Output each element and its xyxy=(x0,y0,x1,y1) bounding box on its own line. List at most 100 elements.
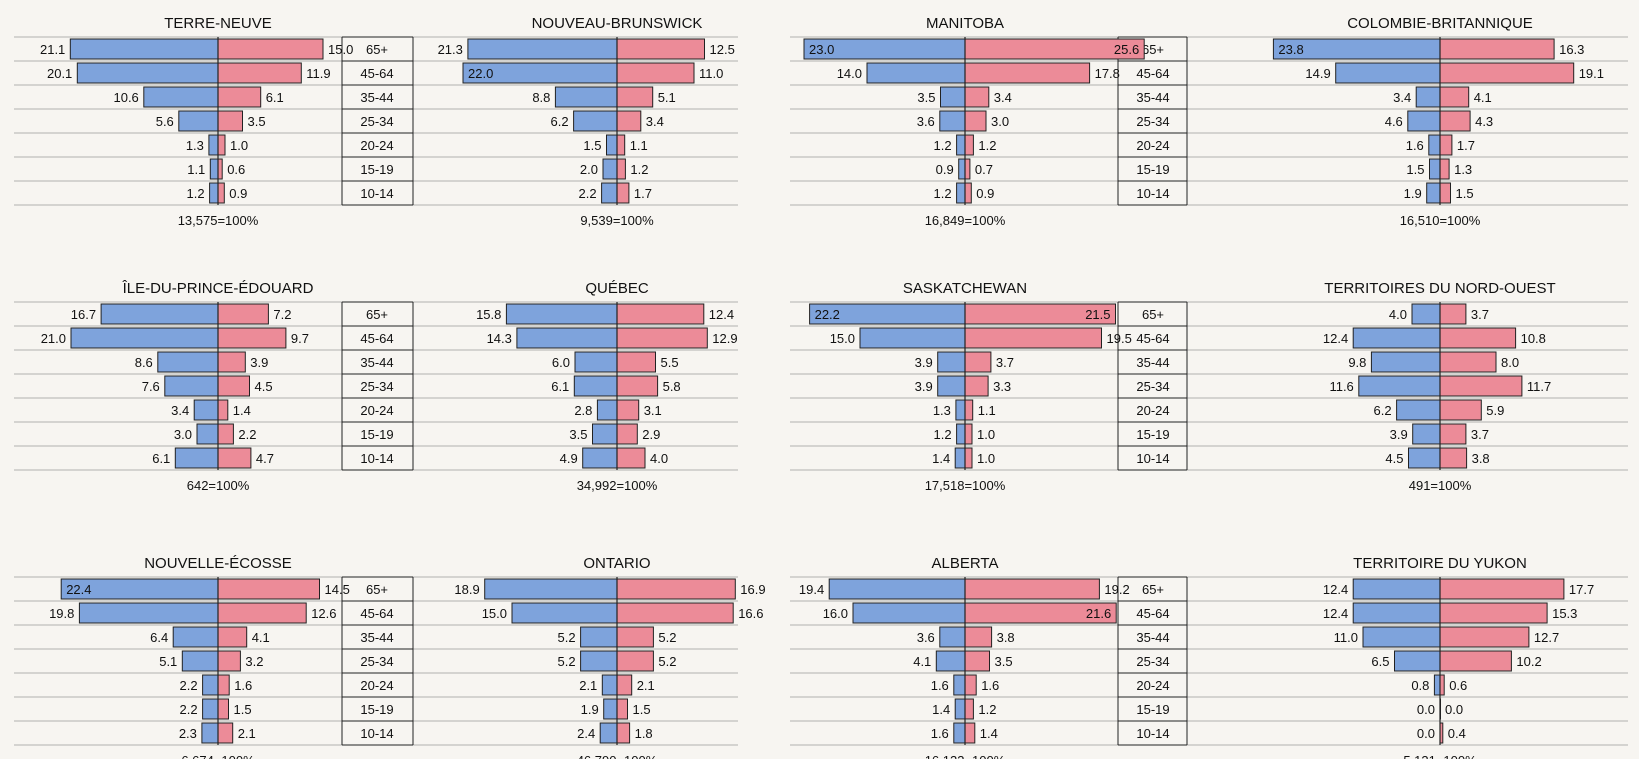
left-bar xyxy=(164,375,219,397)
right-bar xyxy=(217,86,262,108)
right-bar xyxy=(616,674,633,696)
left-bar xyxy=(580,626,618,648)
right-value-label: 4.1 xyxy=(252,630,270,645)
right-value-label: 2.9 xyxy=(642,427,660,442)
right-value-label: 19.5 xyxy=(1107,331,1132,346)
panel-title: TERRITOIRE DU YUKON xyxy=(1353,555,1527,572)
right-value-label: 4.7 xyxy=(256,451,274,466)
age-label: 20-24 xyxy=(360,403,393,418)
age-label: 10-14 xyxy=(1136,186,1169,201)
panel-total: 17,518=100% xyxy=(925,478,1006,493)
left-value-label: 5.6 xyxy=(156,114,174,129)
panel-title: MANITOBA xyxy=(926,15,1004,32)
right-bar xyxy=(616,578,736,600)
left-value-label: 4.1 xyxy=(913,654,931,669)
right-bar xyxy=(964,722,976,744)
left-bar xyxy=(1433,674,1441,696)
left-bar xyxy=(1352,327,1441,349)
left-value-label: 12.4 xyxy=(1323,606,1348,621)
right-bar xyxy=(616,626,654,648)
left-bar xyxy=(511,602,618,624)
left-bar xyxy=(181,650,219,672)
right-value-label: 0.4 xyxy=(1448,726,1466,741)
left-value-label: 6.2 xyxy=(1374,403,1392,418)
right-value-label: 3.4 xyxy=(994,90,1012,105)
age-label: 45-64 xyxy=(1136,606,1169,621)
right-value-label: 1.7 xyxy=(1457,138,1475,153)
left-bar xyxy=(859,327,966,349)
right-bar xyxy=(964,110,987,132)
left-bar xyxy=(828,578,966,600)
right-value-label: 1.8 xyxy=(635,726,653,741)
panel-title: COLOMBIE-BRITANNIQUE xyxy=(1347,15,1533,32)
left-bar xyxy=(599,722,618,744)
right-bar xyxy=(964,447,973,469)
left-bar xyxy=(866,62,966,84)
age-label: 35-44 xyxy=(1136,90,1169,105)
age-label: 25-34 xyxy=(360,654,393,669)
age-label: 25-34 xyxy=(360,114,393,129)
left-value-label: 9.8 xyxy=(1348,355,1366,370)
left-value-label: 1.6 xyxy=(931,726,949,741)
right-bar xyxy=(1439,327,1517,349)
left-value-label: 19.4 xyxy=(799,582,824,597)
left-bar xyxy=(208,134,219,156)
left-value-label: 16.7 xyxy=(71,307,96,322)
left-bar xyxy=(592,423,618,445)
right-value-label: 5.9 xyxy=(1486,403,1504,418)
left-value-label: 22.2 xyxy=(815,307,840,322)
left-bar xyxy=(172,626,219,648)
left-value-label: 1.9 xyxy=(1404,186,1422,201)
left-value-label: 1.2 xyxy=(934,186,952,201)
left-bar xyxy=(953,674,966,696)
panel-title: ÎLE-DU-PRINCE-ÉDOUARD xyxy=(122,280,314,297)
left-bar xyxy=(178,110,219,132)
right-bar xyxy=(964,375,989,397)
left-value-label: 4.0 xyxy=(1389,307,1407,322)
panel-total: 16,849=100% xyxy=(925,213,1006,228)
age-label: 45-64 xyxy=(360,331,393,346)
age-label: 65+ xyxy=(366,42,388,57)
right-bar xyxy=(217,674,230,696)
left-value-label: 15.0 xyxy=(830,331,855,346)
left-value-label: 16.0 xyxy=(823,606,848,621)
right-value-label: 1.1 xyxy=(978,403,996,418)
right-value-label: 1.5 xyxy=(234,702,252,717)
right-value-label: 3.4 xyxy=(646,114,664,129)
panel-title: NOUVELLE-ÉCOSSE xyxy=(144,555,292,572)
panel-title: TERRITOIRES DU NORD-OUEST xyxy=(1324,280,1555,297)
left-value-label: 1.3 xyxy=(186,138,204,153)
left-bar xyxy=(601,674,618,696)
left-bar xyxy=(601,182,618,204)
age-label: 65+ xyxy=(1142,42,1164,57)
age-label: 15-19 xyxy=(1136,702,1169,717)
left-bar xyxy=(157,351,219,373)
left-value-label: 2.2 xyxy=(579,186,597,201)
pyramid-panel: NOUVEAU-BRUNSWICK 21.3 12.5 22.0 11.0 8.8 5.1 6… xyxy=(438,15,735,228)
right-value-label: 19.2 xyxy=(1104,582,1129,597)
right-value-label: 1.0 xyxy=(977,427,995,442)
age-label: 45-64 xyxy=(1136,331,1169,346)
panel-title: QUÉBEC xyxy=(585,280,649,297)
right-bar xyxy=(217,399,229,421)
right-bar xyxy=(616,698,628,720)
left-value-label: 3.9 xyxy=(915,379,933,394)
right-value-label: 9.7 xyxy=(291,331,309,346)
left-value-label: 0.8 xyxy=(1411,678,1429,693)
right-value-label: 12.9 xyxy=(712,331,737,346)
panel-title: SASKATCHEWAN xyxy=(903,280,1027,297)
age-label: 35-44 xyxy=(360,355,393,370)
right-bar xyxy=(964,62,1091,84)
left-bar xyxy=(69,38,219,60)
left-bar xyxy=(1426,182,1441,204)
pyramid-panel: MANITOBA 23.0 25.6 14.0 17.8 3.5 3.4 3.6 3.0 1.2 1… xyxy=(803,15,1145,228)
right-value-label: 3.0 xyxy=(991,114,1009,129)
left-bar xyxy=(937,351,966,373)
panel-total: 9,539=100% xyxy=(580,213,654,228)
panel-title: ONTARIO xyxy=(583,555,650,572)
right-bar xyxy=(217,351,246,373)
right-bar xyxy=(1439,626,1530,648)
right-bar xyxy=(217,158,223,180)
panel-title: TERRE-NEUVE xyxy=(164,15,272,32)
left-value-label: 10.6 xyxy=(113,90,138,105)
